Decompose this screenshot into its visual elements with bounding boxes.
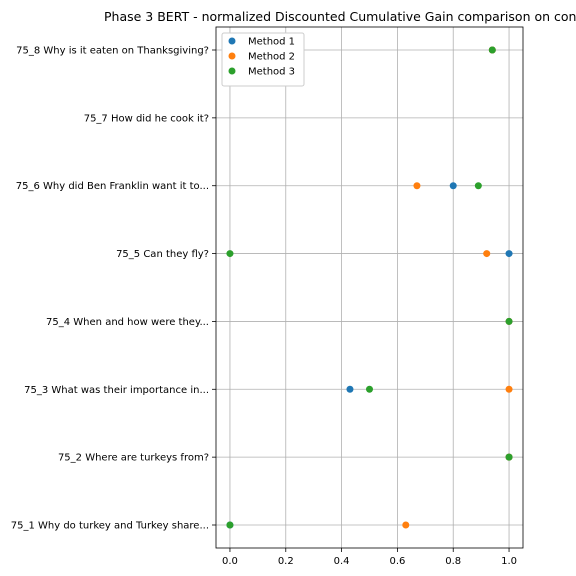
data-point bbox=[505, 250, 513, 258]
data-points bbox=[226, 46, 513, 529]
legend-box bbox=[221, 32, 305, 87]
data-point bbox=[346, 385, 354, 393]
data-point bbox=[474, 182, 482, 190]
legend-label: Method 2 bbox=[248, 52, 295, 63]
legend-label: Method 1 bbox=[248, 37, 295, 48]
legend-marker bbox=[228, 37, 236, 45]
data-point bbox=[413, 182, 421, 190]
data-point bbox=[505, 453, 513, 461]
data-point bbox=[226, 521, 234, 529]
data-point bbox=[483, 250, 491, 258]
data-point bbox=[505, 317, 513, 325]
y-tick-label: 75_5 Can they fly? bbox=[116, 249, 209, 260]
data-point bbox=[449, 182, 457, 190]
y-tick-label: 75_1 Why do turkey and Turkey share... bbox=[11, 521, 209, 532]
data-point bbox=[226, 250, 234, 258]
legend: Method 1 Method 2 Method 3 bbox=[221, 32, 305, 87]
plot-frame bbox=[215, 26, 524, 549]
x-tick-label: 0.6 bbox=[389, 556, 405, 567]
y-tick-label: 75_8 Why is it eaten on Thanksgiving? bbox=[16, 46, 209, 57]
x-tick-label: 1.0 bbox=[501, 556, 517, 567]
x-tick-label: 0.0 bbox=[222, 556, 238, 567]
data-point bbox=[488, 46, 496, 54]
axes bbox=[212, 26, 524, 552]
y-tick-labels: 75_1 Why do turkey and Turkey share... 75… bbox=[11, 46, 209, 532]
y-tick-label: 75_6 Why did Ben Franklin want it to... bbox=[16, 181, 209, 192]
y-tick-label: 75_3 What was their importance in... bbox=[24, 385, 209, 396]
grid bbox=[216, 27, 523, 548]
legend-marker bbox=[228, 52, 236, 60]
legend-label: Method 3 bbox=[248, 67, 295, 78]
x-tick-label: 0.2 bbox=[278, 556, 294, 567]
legend-marker bbox=[228, 67, 236, 75]
y-tick-label: 75_2 Where are turkeys from? bbox=[58, 453, 209, 464]
x-tick-labels: 0.0 0.2 0.4 0.6 0.8 1.0 bbox=[222, 556, 517, 567]
data-point bbox=[505, 385, 513, 393]
data-point bbox=[402, 521, 410, 529]
x-tick-label: 0.4 bbox=[334, 556, 350, 567]
y-tick-label: 75_7 How did he cook it? bbox=[84, 113, 209, 124]
chart-title: Phase 3 BERT - normalized Discounted Cum… bbox=[104, 9, 576, 24]
x-tick-label: 0.8 bbox=[445, 556, 461, 567]
data-point bbox=[366, 385, 373, 393]
y-tick-label: 75_4 When and how were they... bbox=[46, 317, 209, 328]
